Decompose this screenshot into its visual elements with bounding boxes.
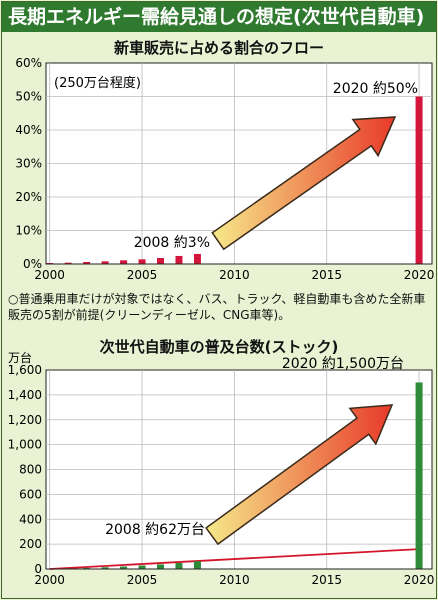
c2-annotation-start: 2008 約62万台 bbox=[105, 522, 205, 538]
c2-y-tick-label: 800 bbox=[19, 463, 42, 477]
c1-bar bbox=[64, 262, 72, 264]
c1-bar bbox=[101, 261, 109, 264]
c2-bar bbox=[120, 566, 128, 569]
c1-annotation-start: 2008 約3% bbox=[134, 235, 210, 251]
c1-x-tick-label: 2010 bbox=[219, 268, 250, 282]
c2-bar bbox=[193, 561, 201, 569]
chart1-title: 新車販売に占める割合のフロー bbox=[113, 39, 324, 57]
c1-annotation-end: 2020 約50% bbox=[333, 81, 418, 97]
c2-y-tick-label: 1,400 bbox=[8, 388, 42, 402]
c1-y-tick-label: 10% bbox=[15, 224, 42, 238]
chart1-share-of-new-car-sales: 0% 10% 20% 30% 40% 50% 60% 2000 2005 2010 2015 2020… bbox=[15, 56, 435, 282]
c1-x-tick-label: 2000 bbox=[34, 268, 65, 282]
c1-trend-arrow bbox=[211, 116, 397, 251]
c2-bar bbox=[101, 567, 109, 569]
chart2-vehicle-stock: 0 200 400 600 800 1,000 1,200 1,400 1,600 2000 200… bbox=[8, 350, 435, 587]
c2-bar bbox=[415, 382, 423, 569]
c2-y-tick-label: 1,600 bbox=[8, 363, 42, 377]
c2-y-axis-unit: 万台 bbox=[8, 350, 32, 365]
c1-bar bbox=[415, 96, 423, 264]
c1-y-tick-label: 30% bbox=[15, 157, 42, 171]
c2-x-tick-label: 2020 bbox=[404, 573, 435, 587]
c1-y-tick-label: 0% bbox=[23, 257, 42, 271]
page-title: 長期エネルギー需給見通しの想定(次世代自動車) bbox=[2, 2, 436, 32]
chart2-title: 次世代自動車の普及台数(ストック) bbox=[99, 338, 339, 356]
c2-trend-line bbox=[49, 548, 420, 570]
c1-x-tick-label: 2020 bbox=[404, 268, 435, 282]
c1-subtitle: (250万台程度) bbox=[54, 75, 141, 91]
c2-y-tick-label: 200 bbox=[19, 537, 42, 551]
c1-bar bbox=[46, 262, 54, 264]
c1-y-tick-label: 40% bbox=[15, 123, 42, 137]
c1-bar bbox=[193, 253, 201, 264]
c2-y-tick-label: 600 bbox=[19, 487, 42, 501]
c2-trend-arrow bbox=[205, 404, 394, 546]
c1-bar bbox=[138, 259, 146, 264]
c1-bar bbox=[157, 257, 165, 264]
c2-y-tick-label: 1,200 bbox=[8, 413, 42, 427]
c1-y-tick-label: 60% bbox=[15, 56, 42, 70]
c2-bar bbox=[83, 567, 91, 569]
c2-annotation-end: 2020 約1,500万台 bbox=[282, 356, 404, 372]
c2-x-tick-label: 2010 bbox=[219, 573, 250, 587]
c2-y-tick-label: 1,000 bbox=[8, 438, 42, 452]
c1-y-tick-label: 50% bbox=[15, 90, 42, 104]
c2-x-tick-label: 2015 bbox=[311, 573, 342, 587]
c1-x-tick-label: 2015 bbox=[311, 268, 342, 282]
c2-x-tick-label: 2005 bbox=[127, 573, 158, 587]
c2-x-tick-label: 2000 bbox=[34, 573, 65, 587]
c2-y-tick-label: 400 bbox=[19, 512, 42, 526]
c2-y-tick-label: 0 bbox=[34, 562, 42, 576]
c2-bar bbox=[157, 564, 165, 569]
c1-bar bbox=[120, 260, 128, 264]
c2-bar bbox=[175, 563, 183, 569]
c1-x-tick-label: 2005 bbox=[127, 268, 158, 282]
c2-bar bbox=[138, 565, 146, 569]
c1-bar bbox=[83, 261, 91, 264]
c1-y-tick-label: 20% bbox=[15, 190, 42, 204]
c1-bar bbox=[175, 255, 183, 264]
footnote: ○普通乗用車だけが対象ではなく、バス、トラック、軽自動車も含めた全新車販売の5割… bbox=[8, 292, 426, 322]
